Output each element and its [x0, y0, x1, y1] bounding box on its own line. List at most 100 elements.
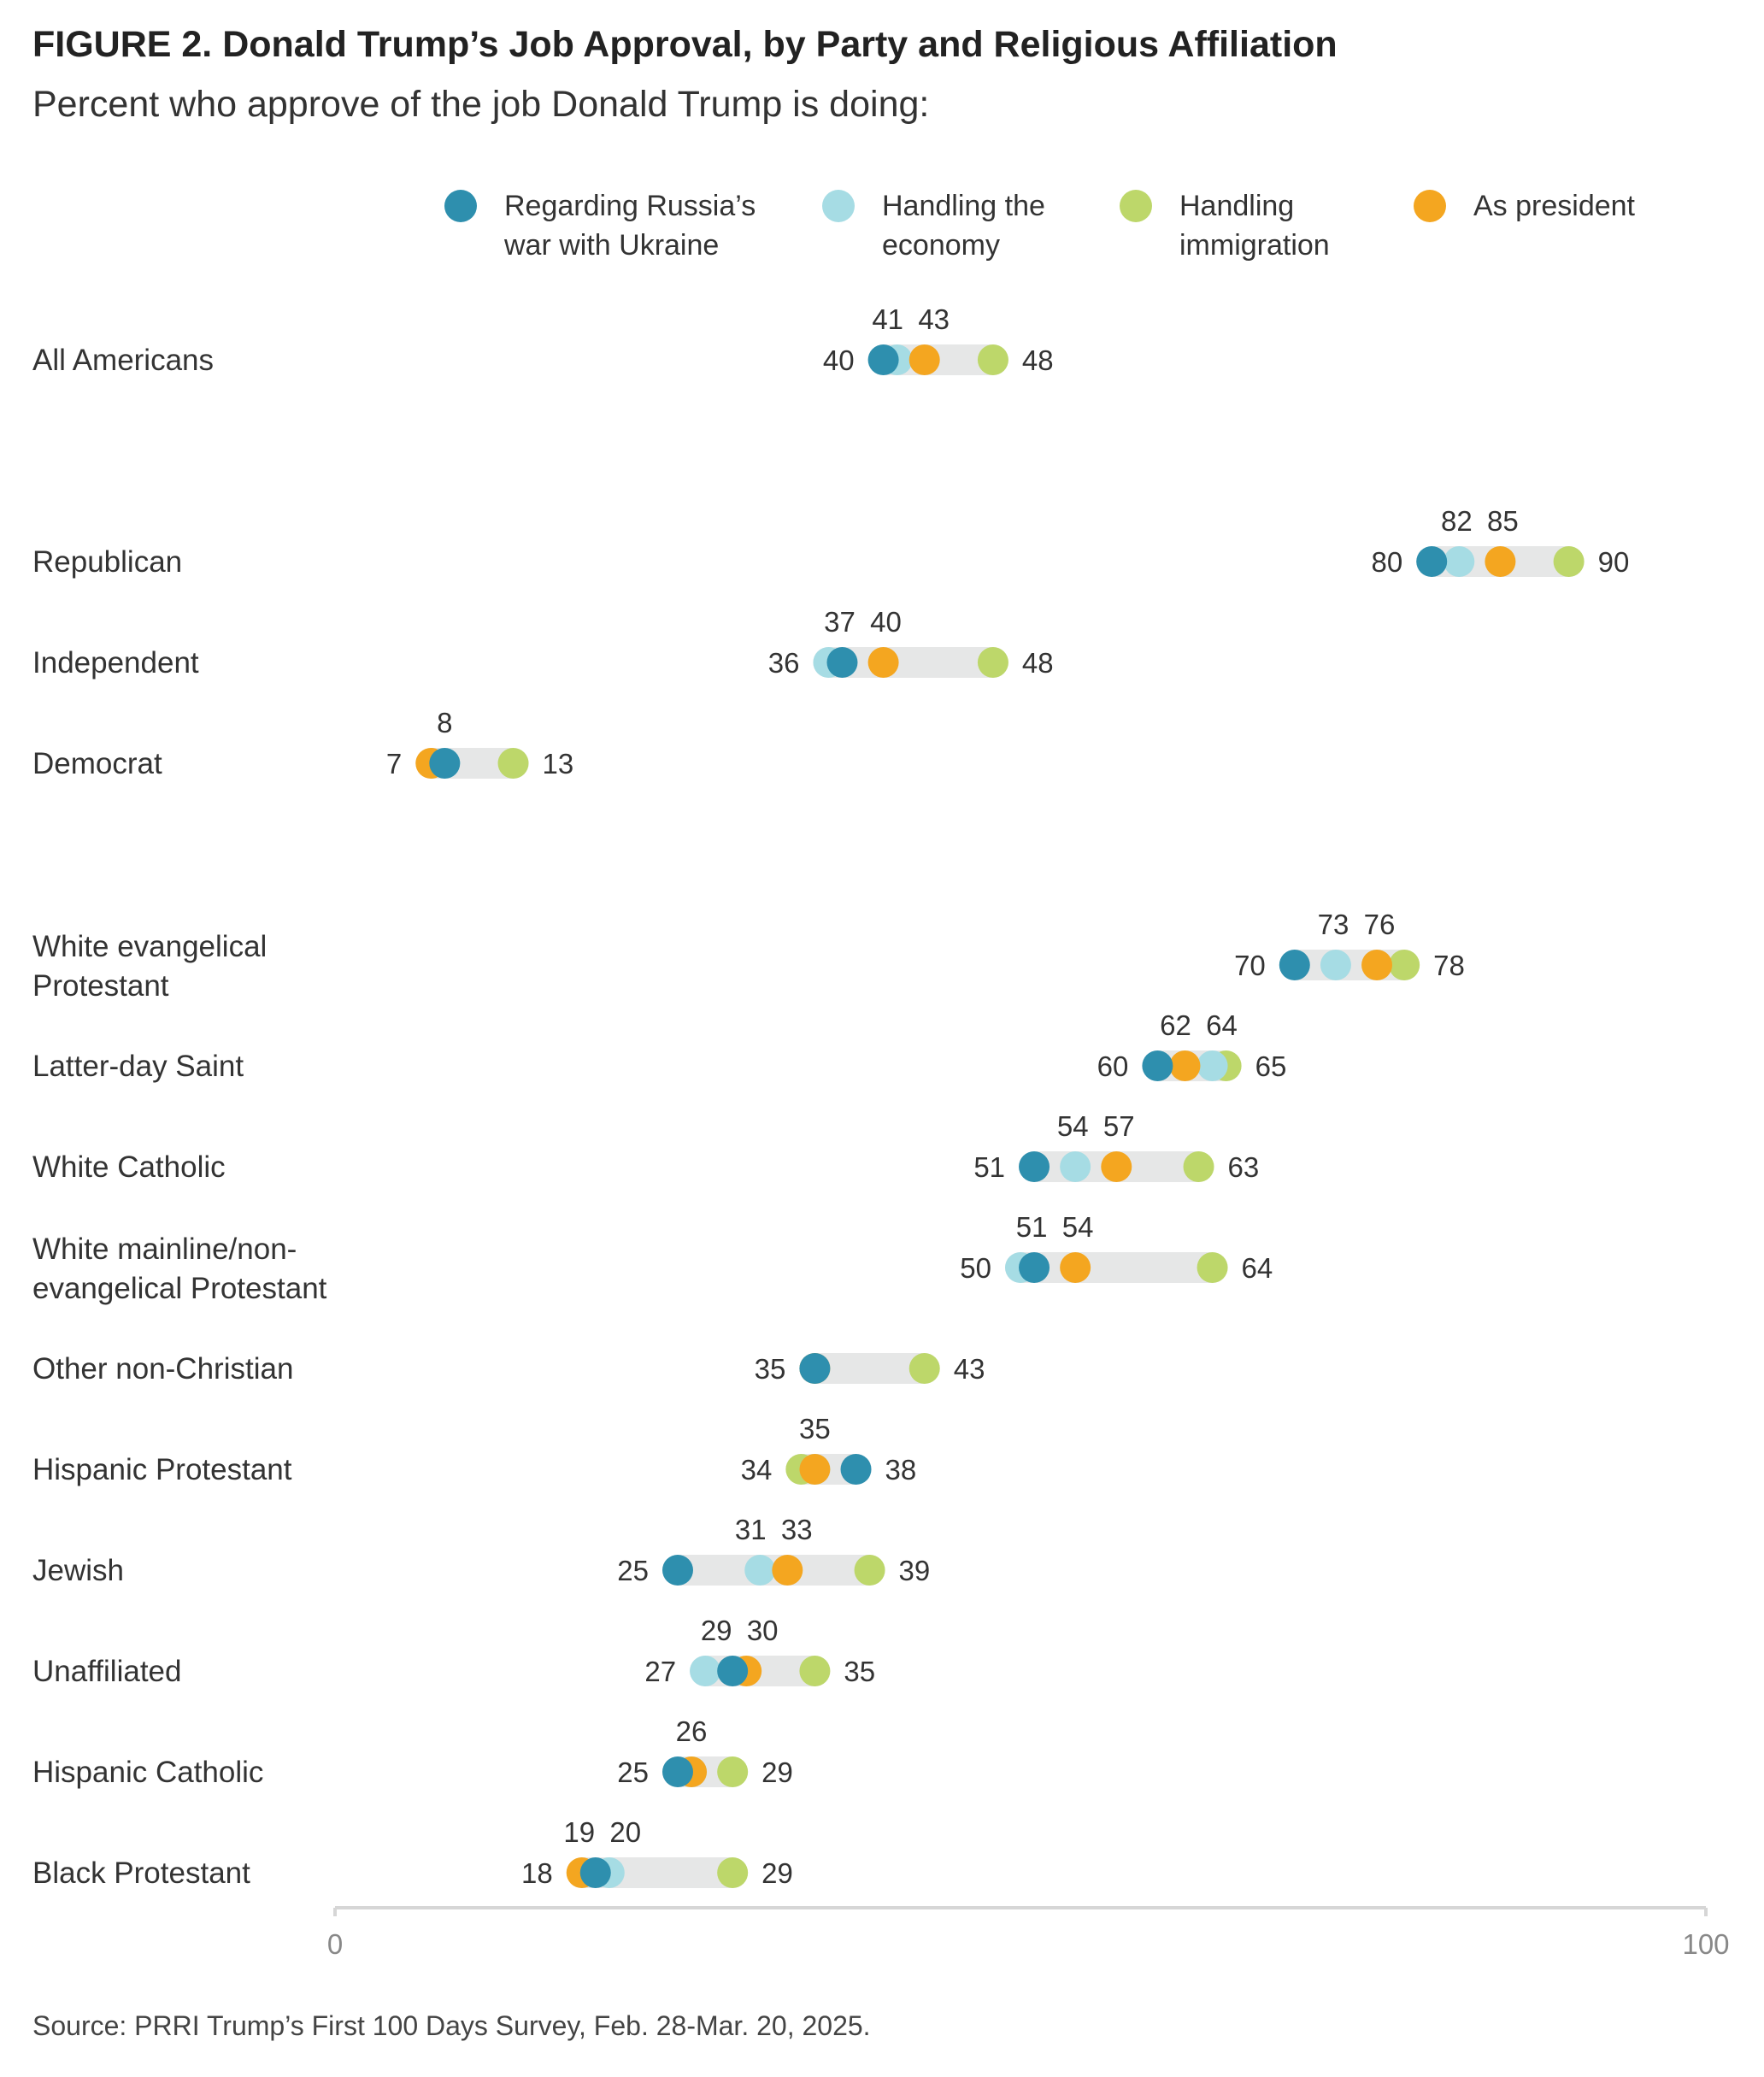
value-label-left: 70 [1234, 950, 1266, 981]
value-label-left: 36 [768, 647, 800, 679]
dot-economy [1060, 1151, 1091, 1182]
row-label: Black Protestant [32, 1856, 250, 1890]
row-black-protestant: Black Protestant 18 29 19 20 [32, 1816, 793, 1890]
chart-title: FIGURE 2. Donald Trump’s Job Approval, b… [32, 24, 1338, 65]
value-label-top: 26 [676, 1715, 708, 1747]
value-label-right: 64 [1242, 1252, 1273, 1284]
dot-immigration [717, 1857, 749, 1888]
dot-immigration [497, 748, 529, 779]
dot-economy [1197, 1050, 1228, 1081]
value-label-right: 38 [885, 1454, 917, 1486]
row-label: White mainline/non-evangelical Protestan… [32, 1233, 327, 1305]
row-democrat: Democrat 7 13 8 [32, 707, 573, 780]
dot-russia [429, 748, 461, 779]
row-white-catholic: White Catholic 51 63 54 57 [32, 1110, 1259, 1184]
dot-russia [1279, 950, 1310, 980]
value-label-top: 85 [1487, 505, 1519, 537]
value-label-top: 57 [1103, 1110, 1135, 1142]
dot-russia [840, 1454, 872, 1485]
value-label-right: 29 [761, 1857, 793, 1889]
value-label-right: 29 [761, 1756, 793, 1788]
dot-president [908, 344, 940, 375]
dot-russia [799, 1353, 831, 1384]
value-label-left: 50 [960, 1252, 991, 1284]
value-label-right: 90 [1598, 546, 1630, 578]
value-label-right: 35 [844, 1656, 875, 1687]
value-label-left: 34 [741, 1454, 773, 1486]
legend-swatch-immigration [1120, 190, 1152, 222]
dot-russia [579, 1857, 611, 1888]
dot-immigration [1183, 1151, 1214, 1182]
legend-label-economy: Handling the economy [882, 190, 1045, 262]
value-label-top: 73 [1318, 909, 1349, 940]
row-label: Hispanic Catholic [32, 1756, 263, 1789]
dot-russia [867, 344, 899, 375]
dot-president [772, 1555, 803, 1586]
value-label-right: 43 [954, 1353, 985, 1385]
row-latter-day-saint: Latter-day Saint 60 65 62 64 [32, 1009, 1286, 1083]
dot-russia [717, 1656, 749, 1686]
dot-immigration [977, 344, 1008, 375]
legend-item-immigration: Handling immigration [1120, 186, 1385, 265]
row-label: Independent [32, 646, 199, 680]
row-label: Latter-day Saint [32, 1050, 244, 1083]
value-label-top: 51 [1016, 1211, 1048, 1243]
value-label-top: 8 [437, 707, 452, 738]
value-label-top: 30 [747, 1615, 779, 1646]
row-label: Hispanic Protestant [32, 1453, 292, 1486]
value-label-right: 65 [1255, 1050, 1287, 1082]
row-label: All Americans [32, 344, 214, 377]
row-label: White Catholic [32, 1150, 226, 1184]
row-white-mainline-non-evangelical-protestant: White mainline/non-evangelical Protestan… [32, 1211, 1273, 1305]
value-label-top: 37 [824, 606, 856, 638]
legend-label-russia: Regarding Russia’s war with Ukraine [504, 190, 756, 262]
x-axis: 0 100 [327, 1906, 1730, 1960]
value-label-top: 76 [1364, 909, 1396, 940]
dot-immigration [1197, 1252, 1228, 1283]
row-unaffiliated: Unaffiliated 27 35 29 30 [32, 1615, 875, 1688]
row-other-non-christian: Other non-Christian 35 43 [32, 1352, 985, 1386]
value-label-top: 43 [918, 303, 950, 335]
row-independent: Independent 36 48 37 40 [32, 606, 1054, 680]
dot-president [867, 647, 899, 678]
value-label-top: 35 [799, 1413, 831, 1444]
value-label-left: 7 [386, 748, 402, 780]
row-label: White evangelical Protestant [32, 930, 267, 1003]
legend-swatch-economy [822, 190, 855, 222]
value-label-left: 35 [755, 1353, 786, 1385]
dot-president [1169, 1050, 1201, 1081]
row-label: Other non-Christian [32, 1352, 293, 1386]
value-label-top: 19 [563, 1816, 595, 1848]
value-label-top: 82 [1441, 505, 1473, 537]
dot-immigration [854, 1555, 885, 1586]
dot-president [1485, 546, 1516, 577]
dot-economy [744, 1555, 776, 1586]
legend-label-immigration: Handling immigration [1179, 190, 1330, 262]
value-label-top: 29 [701, 1615, 732, 1646]
dot-russia [662, 1756, 693, 1787]
value-label-top: 41 [872, 303, 903, 335]
legend-item-economy: Handling the economy [822, 186, 1087, 265]
row-label: Democrat [32, 747, 162, 780]
value-label-left: 60 [1097, 1050, 1129, 1082]
value-label-top: 20 [609, 1816, 641, 1848]
legend-item-president: As president [1414, 186, 1696, 226]
value-label-left: 18 [521, 1857, 553, 1889]
row-hispanic-protestant: Hispanic Protestant 34 38 35 [32, 1413, 916, 1486]
value-label-left: 25 [617, 1555, 649, 1586]
dot-immigration [717, 1756, 749, 1787]
dot-economy [690, 1656, 721, 1686]
value-label-right: 78 [1433, 950, 1465, 981]
row-jewish: Jewish 25 39 31 33 [32, 1514, 930, 1587]
dot-president [1361, 950, 1393, 980]
value-label-top: 40 [870, 606, 902, 638]
dot-economy [1444, 546, 1475, 577]
legend-swatch-russia [444, 190, 477, 222]
value-label-right: 48 [1022, 344, 1054, 376]
legend-item-russia: Regarding Russia’s war with Ukraine [444, 186, 786, 265]
value-label-top: 31 [735, 1514, 767, 1545]
row-all-americans: All Americans 40 48 41 43 [32, 303, 1054, 377]
row-white-evangelical-protestant: White evangelical Protestant 70 78 73 76 [32, 909, 1465, 1003]
value-label-left: 80 [1371, 546, 1402, 578]
